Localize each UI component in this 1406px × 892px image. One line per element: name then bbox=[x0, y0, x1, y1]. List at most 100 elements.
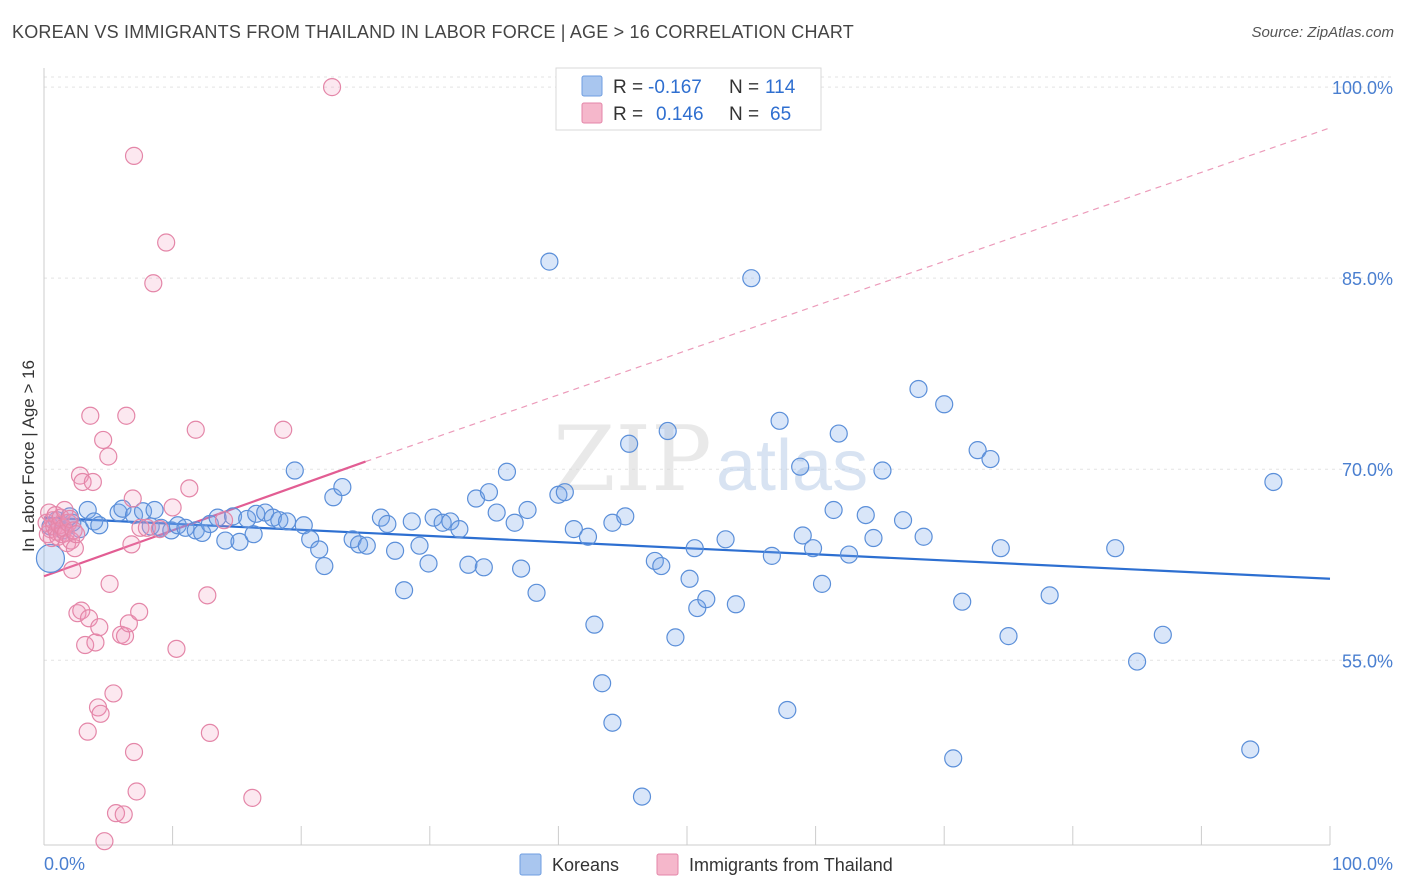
data-point-koreans bbox=[450, 520, 469, 539]
watermark-zip: ZIP bbox=[553, 407, 712, 512]
data-point-thailand bbox=[130, 602, 149, 622]
data-point-koreans bbox=[968, 441, 987, 460]
data-point-koreans bbox=[385, 541, 405, 560]
data-point-koreans bbox=[658, 421, 677, 441]
data-point-koreans bbox=[433, 513, 452, 532]
data-point-thailand bbox=[322, 78, 342, 97]
data-point-koreans bbox=[223, 507, 243, 526]
data-point-koreans bbox=[1127, 652, 1147, 671]
watermark: ZIP atlas bbox=[553, 407, 868, 512]
data-point-thailand bbox=[144, 274, 163, 293]
data-point-koreans bbox=[216, 531, 235, 550]
data-point-koreans bbox=[778, 700, 797, 720]
legend-swatch-thailand bbox=[581, 102, 603, 124]
data-point-koreans bbox=[527, 583, 546, 602]
data-point-thailand bbox=[86, 633, 105, 652]
data-point-koreans bbox=[593, 674, 612, 693]
y-tick-label: 55.0% bbox=[1342, 651, 1393, 671]
data-point-koreans bbox=[474, 558, 493, 577]
data-point-koreans bbox=[666, 628, 685, 647]
legend-n-value-koreans: 114 bbox=[765, 77, 796, 98]
data-point-thailand bbox=[198, 586, 217, 605]
data-point-thailand bbox=[243, 788, 262, 807]
trend-line-extension-thailand bbox=[365, 127, 1331, 463]
data-point-koreans bbox=[487, 503, 506, 522]
data-point-cluster bbox=[35, 543, 66, 574]
legend-n-value-thailand: 65 bbox=[770, 104, 791, 125]
data-point-koreans bbox=[829, 424, 848, 443]
data-point-koreans bbox=[935, 395, 954, 414]
legend-n-label-thailand: N = bbox=[729, 104, 759, 125]
data-point-thailand bbox=[123, 489, 142, 508]
data-point-koreans bbox=[1153, 625, 1172, 644]
data-point-koreans bbox=[803, 539, 823, 558]
data-point-koreans bbox=[812, 574, 832, 593]
data-point-thailand bbox=[124, 742, 144, 762]
data-point-koreans bbox=[540, 252, 559, 271]
data-point-thailand bbox=[83, 472, 102, 492]
data-point-koreans bbox=[999, 627, 1018, 646]
data-point-thailand bbox=[124, 146, 144, 165]
data-point-thailand bbox=[78, 722, 97, 741]
data-point-thailand bbox=[91, 704, 110, 723]
data-point-koreans bbox=[680, 569, 699, 588]
data-point-koreans bbox=[301, 530, 320, 549]
data-point-koreans bbox=[324, 488, 343, 507]
data-point-thailand bbox=[131, 518, 150, 537]
y-tick-label: 100.0% bbox=[1332, 78, 1393, 98]
chart-title: KOREAN VS IMMIGRANTS FROM THAILAND IN LA… bbox=[12, 22, 854, 42]
data-point-koreans bbox=[357, 536, 376, 555]
data-point-koreans bbox=[410, 536, 429, 555]
data-point-koreans bbox=[419, 554, 438, 573]
data-point-koreans bbox=[315, 556, 334, 576]
y-tick-label: 70.0% bbox=[1342, 460, 1393, 480]
data-point-thailand bbox=[106, 804, 126, 823]
data-point-koreans bbox=[585, 615, 604, 634]
x-tick-label: 0.0% bbox=[44, 854, 85, 874]
data-point-koreans bbox=[791, 457, 810, 476]
data-point-thailand bbox=[81, 406, 100, 425]
data-point-koreans bbox=[716, 530, 735, 549]
data-point-thailand bbox=[100, 574, 119, 593]
data-point-koreans bbox=[285, 461, 304, 480]
data-point-koreans bbox=[953, 592, 972, 611]
data-point-koreans bbox=[1264, 472, 1283, 492]
data-point-koreans bbox=[632, 787, 652, 806]
legend-r-value-koreans: -0.167 bbox=[648, 77, 702, 98]
data-point-thailand bbox=[60, 509, 79, 529]
trend-line-thailand bbox=[43, 460, 366, 578]
data-point-thailand bbox=[163, 498, 182, 517]
tick-label-layer: 100.0% 85.0% 70.0% 55.0% 0.0% 100.0% bbox=[44, 78, 1393, 874]
data-point-koreans bbox=[402, 512, 421, 531]
data-point-thailand bbox=[65, 539, 84, 558]
data-point-koreans bbox=[518, 500, 537, 520]
data-point-koreans bbox=[616, 507, 635, 526]
data-point-koreans bbox=[244, 525, 263, 544]
data-point-thailand bbox=[104, 684, 123, 703]
data-point-thailand bbox=[117, 406, 136, 425]
legend-r-value-thailand: 0.146 bbox=[656, 104, 704, 125]
data-point-thailand bbox=[94, 430, 113, 450]
data-point-koreans bbox=[909, 379, 928, 399]
data-point-thailand bbox=[114, 805, 133, 824]
data-point-thailand bbox=[137, 518, 156, 537]
data-point-thailand bbox=[99, 447, 118, 466]
data-point-koreans bbox=[238, 509, 257, 529]
data-point-thailand bbox=[90, 618, 109, 637]
data-point-thailand bbox=[95, 832, 114, 851]
axis-layer bbox=[43, 68, 1331, 846]
data-point-koreans bbox=[726, 595, 745, 614]
bottom-legend-label-koreans: Koreans bbox=[552, 855, 619, 875]
data-point-koreans bbox=[824, 500, 843, 520]
data-point-koreans bbox=[378, 514, 397, 534]
data-point-koreans bbox=[893, 511, 913, 530]
data-point-thailand bbox=[167, 639, 186, 658]
data-point-koreans bbox=[914, 527, 933, 546]
data-point-koreans bbox=[793, 526, 812, 545]
data-point-koreans bbox=[564, 520, 583, 539]
data-point-koreans bbox=[349, 535, 369, 554]
y-tick-label: 85.0% bbox=[1342, 269, 1393, 289]
data-point-thailand bbox=[122, 535, 141, 554]
data-point-thailand bbox=[214, 511, 234, 530]
